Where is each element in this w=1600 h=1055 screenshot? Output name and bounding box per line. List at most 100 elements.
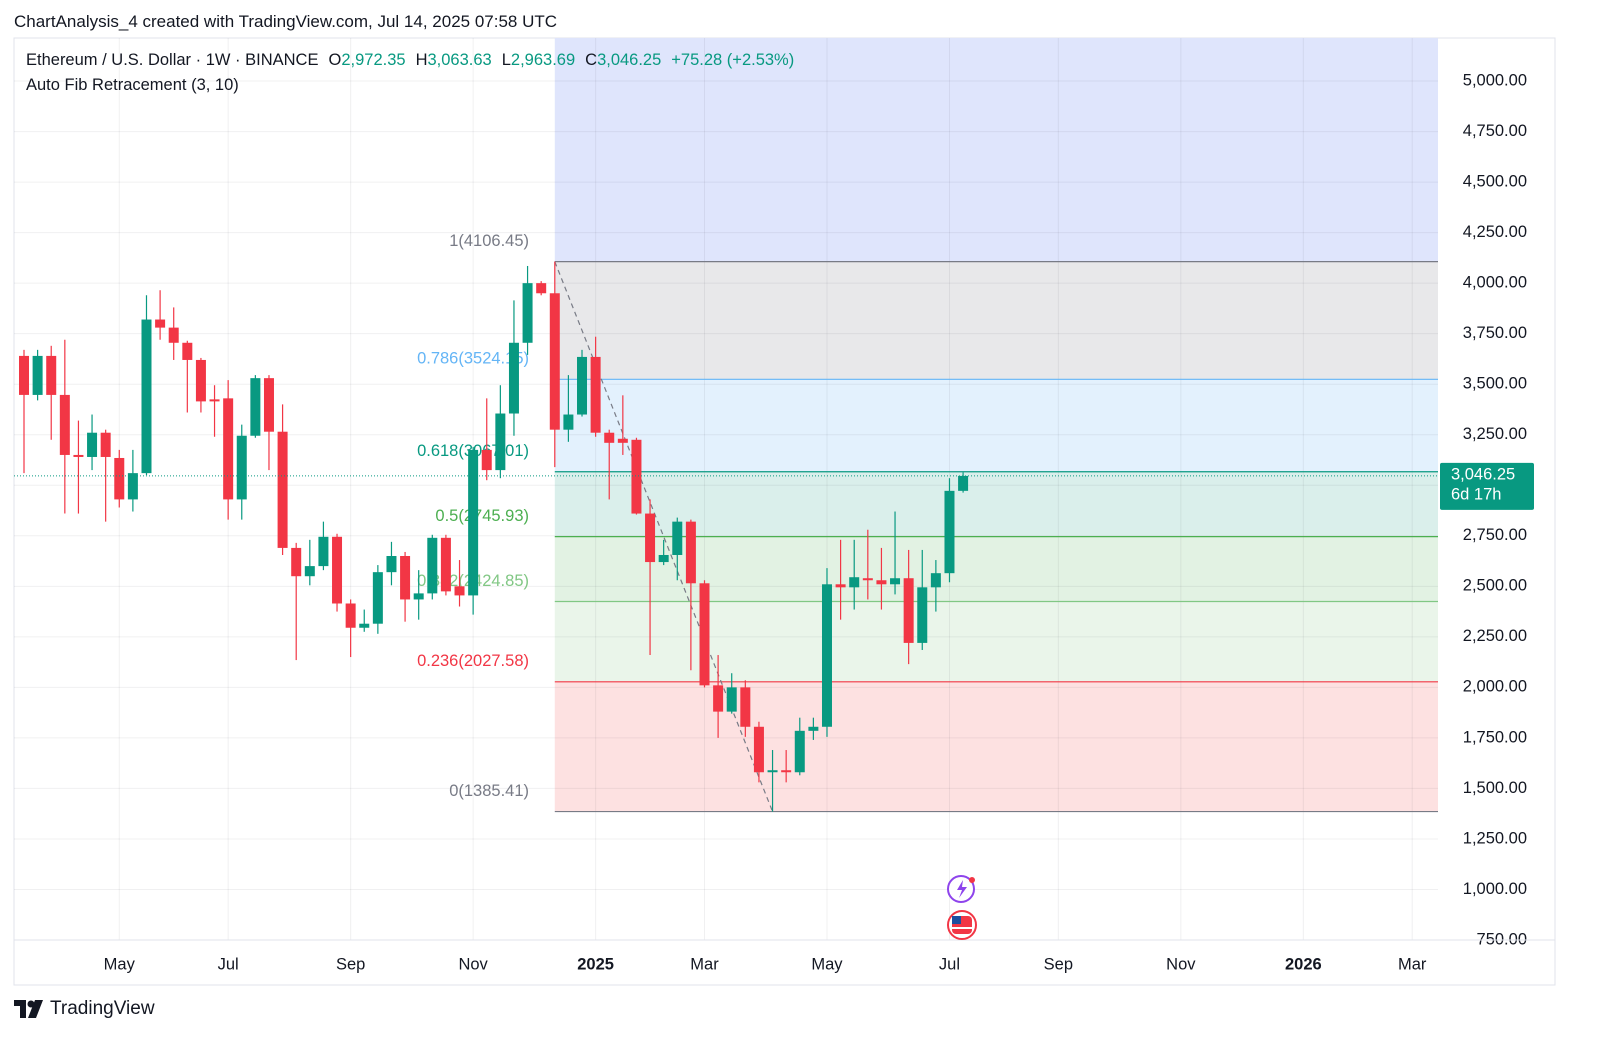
fib-label: 0.5(2745.93) (435, 507, 529, 525)
candle-body (549, 293, 560, 430)
candle-body (454, 586, 465, 596)
price-label: 3,046.25 (1451, 465, 1515, 483)
y-tick-label: 2,250.00 (1463, 627, 1527, 645)
x-tick-label: Sep (1044, 955, 1073, 973)
flag-icon-canton (952, 916, 961, 924)
y-tick-label: 3,250.00 (1463, 425, 1527, 443)
candle-body (372, 572, 383, 624)
y-tick-label: 2,000.00 (1463, 678, 1527, 696)
y-tick-label: 3,750.00 (1463, 324, 1527, 342)
candle-body (767, 770, 778, 773)
footer: TradingView (14, 998, 155, 1020)
candle-body (250, 378, 261, 436)
candle-body (794, 730, 805, 773)
fib-zone (554, 379, 1438, 472)
y-tick-label: 4,250.00 (1463, 223, 1527, 241)
y-tick-label: 1,000.00 (1463, 880, 1527, 898)
ai-icon-dot (969, 877, 975, 883)
candle-body (645, 513, 656, 563)
candle-body (359, 623, 370, 628)
candle-body (59, 394, 70, 455)
price-box (1440, 462, 1534, 510)
candle-body (658, 554, 669, 563)
candle-body (304, 566, 315, 577)
change-value: +75.28 (+2.53%) (671, 51, 795, 69)
fib-zone (554, 681, 1438, 812)
candle-body (223, 398, 234, 500)
candle-body (168, 327, 179, 343)
candle-body (263, 378, 274, 432)
x-tick-label: Nov (1166, 955, 1196, 973)
candle-body (46, 355, 57, 395)
candle-body (522, 283, 533, 343)
candle-body (753, 726, 764, 773)
ohlc-value: 3,063.63 (427, 51, 492, 69)
y-tick-label: 4,750.00 (1463, 122, 1527, 140)
candle-body (713, 685, 724, 712)
candle-body (808, 726, 819, 731)
ohlc-value: 2,972.35 (341, 51, 406, 69)
x-tick-label: 2025 (577, 955, 614, 973)
y-tick-label: 1,750.00 (1463, 728, 1527, 746)
candle-body (114, 457, 125, 500)
candle-body (386, 555, 397, 573)
candle-body (209, 399, 220, 402)
candle-body (699, 583, 710, 686)
y-tick-label: 5,000.00 (1463, 71, 1527, 89)
y-tick-label: 3,500.00 (1463, 375, 1527, 393)
candle-body (291, 547, 302, 577)
candle-body (821, 584, 832, 727)
candle-body (345, 603, 356, 628)
candle-body (944, 490, 955, 574)
countdown-label: 6d 17h (1451, 485, 1501, 503)
ohlc-value: 3,046.25 (597, 51, 662, 69)
candle-body (604, 432, 615, 443)
candle-body (685, 521, 696, 584)
ohlc-key: O (328, 51, 342, 69)
x-tick-label: Mar (690, 955, 719, 973)
candle-body (100, 432, 111, 457)
candle-body (155, 319, 166, 328)
ohlc-value: 2,963.69 (510, 51, 576, 69)
candle-body (930, 573, 941, 588)
ohlc-key: L (501, 51, 511, 69)
candle-body (590, 356, 601, 433)
candle-body (332, 536, 343, 604)
y-tick-label: 4,000.00 (1463, 274, 1527, 292)
candle-body (917, 587, 928, 643)
candle-body (127, 473, 138, 500)
candle-body (413, 593, 424, 600)
x-tick-label: 2026 (1285, 955, 1322, 973)
candle-body (182, 342, 193, 360)
candle-body (631, 439, 642, 514)
candle-body (318, 536, 329, 567)
logo-text: TradingView (50, 998, 155, 1019)
y-tick-label: 2,750.00 (1463, 526, 1527, 544)
caption: ChartAnalysis_4 created with TradingView… (14, 12, 558, 31)
candle-body (862, 578, 873, 581)
candle-body (903, 578, 914, 643)
candle-body (672, 521, 683, 555)
x-tick-label: May (104, 955, 136, 973)
candle-body (427, 537, 438, 594)
candle-body (508, 342, 519, 414)
y-tick-label: 4,500.00 (1463, 172, 1527, 190)
candle-body (740, 687, 751, 727)
candle-body (440, 537, 451, 592)
candle-body (141, 319, 152, 474)
ohlc-key: H (415, 51, 428, 69)
candle-body (958, 475, 969, 491)
logo-mark (14, 1000, 43, 1018)
x-tick-label: May (811, 955, 843, 973)
candle-body (195, 359, 206, 402)
candle-body (726, 687, 737, 712)
candle-body (481, 449, 492, 471)
candle-body (536, 283, 547, 294)
fib-zone (554, 261, 1438, 380)
x-tick-label: Jul (939, 955, 960, 973)
fib-label: 0.236(2027.58) (417, 652, 529, 670)
candle-body (781, 770, 792, 773)
candle-body (563, 414, 574, 430)
